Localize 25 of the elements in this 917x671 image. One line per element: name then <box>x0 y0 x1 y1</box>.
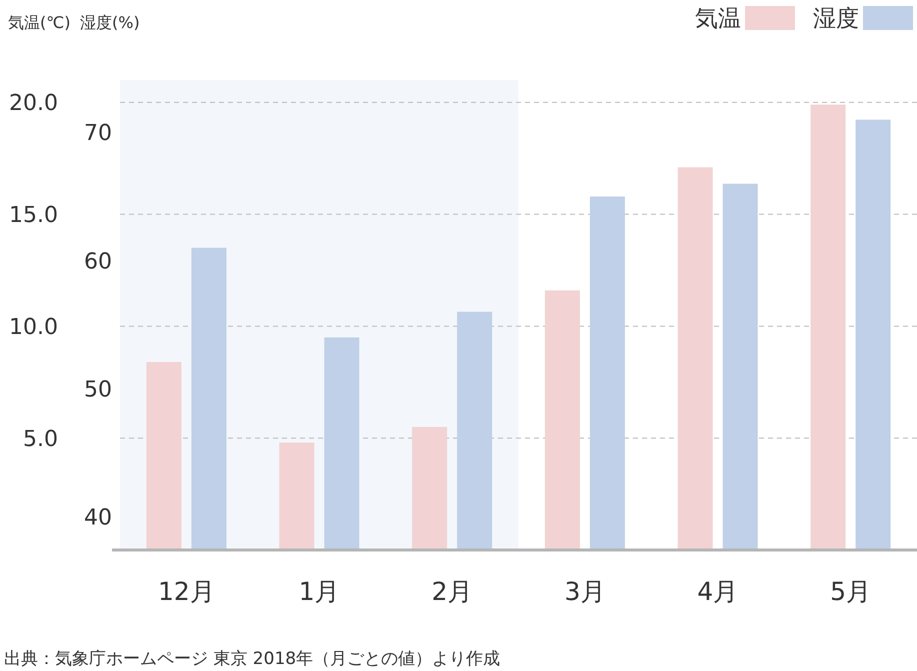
bar <box>146 362 182 550</box>
legend-label: 湿度 <box>813 6 859 32</box>
y-tick-label: 5.0 <box>23 426 58 452</box>
x-tick-label: 12月 <box>158 577 215 606</box>
legend-label: 気温 <box>695 6 741 32</box>
bar <box>544 290 580 550</box>
y2-tick-label: 50 <box>84 377 112 402</box>
bar <box>279 442 314 550</box>
bar <box>412 426 448 550</box>
bar <box>810 104 846 550</box>
source-note: 出典：気象庁ホームページ 東京 2018年（月ごとの値）より作成 <box>4 649 500 669</box>
y-tick-label: 20.0 <box>9 91 58 116</box>
y-tick-label: 10.0 <box>9 314 58 340</box>
x-tick-label: 1月 <box>298 577 340 606</box>
x-tick-label: 2月 <box>432 577 473 606</box>
x-tick-label: 5月 <box>830 577 872 606</box>
x-tick-label: 4月 <box>697 577 738 606</box>
y2-axis-title: 湿度(%) <box>80 13 140 32</box>
y2-tick-label: 40 <box>84 505 112 530</box>
bar <box>678 167 713 550</box>
y2-tick-label: 60 <box>84 249 112 274</box>
y-tick-label: 15.0 <box>9 202 58 228</box>
y-axis-title: 気温(℃) <box>8 13 70 32</box>
x-tick-label: 3月 <box>564 577 606 606</box>
y2-tick-label: 70 <box>84 121 112 146</box>
